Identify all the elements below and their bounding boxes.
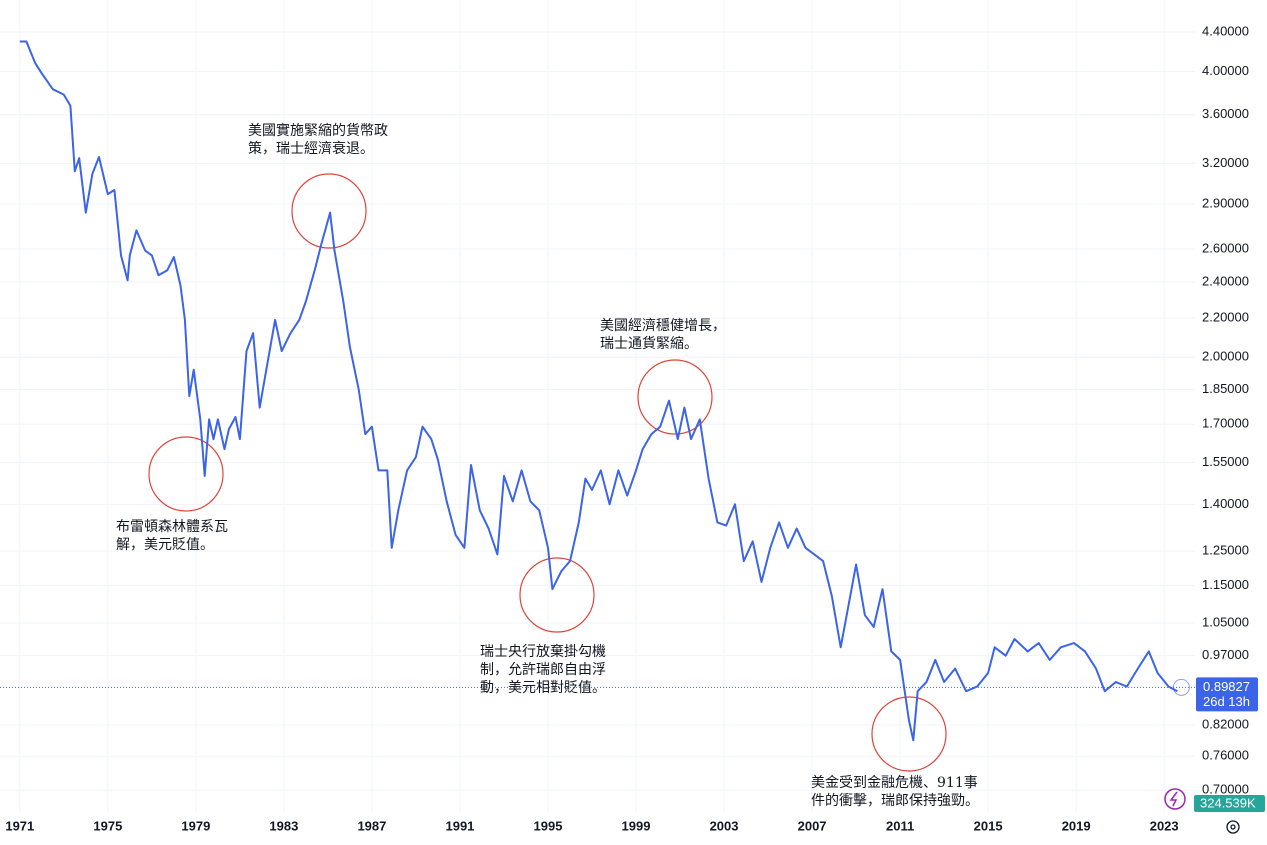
y-tick-label: 1.70000: [1202, 416, 1249, 431]
price-label-box: [1196, 677, 1258, 712]
x-tick-label: 2007: [798, 818, 827, 833]
y-tick-label: 4.00000: [1202, 63, 1249, 78]
y-tick-label: 2.60000: [1202, 240, 1249, 255]
x-tick-label: 1991: [445, 818, 474, 833]
annotation-circle: [519, 557, 595, 633]
x-tick-label: 1975: [93, 818, 122, 833]
y-tick-label: 2.20000: [1202, 309, 1249, 324]
y-tick-label: 3.20000: [1202, 155, 1249, 170]
annotation-text: 瑞士央行放棄掛勾機: [480, 644, 606, 660]
y-tick-label: 1.25000: [1202, 543, 1249, 558]
y-tick-label: 2.40000: [1202, 273, 1249, 288]
annotation-text: 制，允許瑞郎自由浮: [480, 662, 606, 678]
grid: [0, 0, 1195, 812]
y-tick-label: 0.97000: [1202, 647, 1249, 662]
annotation-text: 動，美元相對貶值。: [480, 680, 606, 696]
y-tick-label: 2.00000: [1202, 349, 1249, 364]
y-tick-label: 1.05000: [1202, 614, 1249, 629]
annotation-text: 美金受到金融危機、911事: [811, 775, 978, 791]
y-tick-label: 0.82000: [1202, 716, 1249, 731]
x-tick-label: 1971: [5, 818, 34, 833]
annotation-text: 解，美元貶值。: [116, 537, 214, 553]
volume-label: 324.539K: [1200, 795, 1256, 810]
annotation-text: 瑞士通貨緊縮。: [600, 335, 698, 352]
x-tick-label: 2003: [710, 818, 739, 833]
y-tick-label: 1.40000: [1202, 496, 1249, 511]
annotation-circles: [148, 173, 947, 772]
y-tick-label: 4.40000: [1202, 23, 1249, 38]
x-tick-label: 1979: [181, 818, 210, 833]
x-tick-label: 1983: [269, 818, 298, 833]
y-tick-label: 1.85000: [1202, 381, 1249, 396]
settings-icon[interactable]: [1226, 820, 1240, 834]
x-tick-label: 1999: [622, 818, 651, 833]
annotation-text: 美國實施緊縮的貨幣政: [248, 122, 388, 139]
icon-ring: [1164, 788, 1186, 810]
y-tick-label: 0.70000: [1202, 782, 1249, 797]
annotation-circle: [148, 436, 224, 512]
last-price-dot: [1172, 678, 1190, 696]
x-tick-label: 2011: [886, 818, 914, 833]
price-line: [19, 40, 1178, 742]
x-tick-label: 1995: [534, 818, 563, 833]
annotation-circle: [637, 359, 713, 435]
x-tick-label: 2023: [1150, 818, 1179, 833]
x-tick-label: 1987: [357, 818, 386, 833]
price-label: 0.89827: [1203, 679, 1250, 694]
y-tick-label: 2.90000: [1202, 195, 1249, 210]
annotation-text: 美國經濟穩健增長，: [600, 318, 726, 334]
annotation-circle: [871, 696, 947, 772]
x-tick-label: 2015: [974, 818, 1003, 833]
replay-icon[interactable]: [1164, 788, 1186, 810]
y-tick-label: 1.15000: [1202, 577, 1249, 592]
countdown-label: 26d 13h: [1203, 694, 1250, 709]
annotation-circle: [291, 173, 367, 249]
icon-gear-hub: [1230, 824, 1236, 830]
y-tick-label: 3.60000: [1202, 106, 1249, 121]
y-tick-label: 1.55000: [1202, 454, 1249, 469]
volume-label-box: [1194, 795, 1265, 812]
icon-bolt: [1169, 791, 1178, 807]
icon-gear: [1226, 820, 1240, 834]
annotation-text: 布雷頓森林體系瓦: [116, 519, 228, 535]
x-tick-label: 2019: [1062, 818, 1091, 833]
y-tick-label: 0.76000: [1202, 748, 1249, 763]
annotation-text: 策，瑞士經濟衰退。: [248, 140, 374, 157]
annotation-text: 件的衝擊，瑞郎保持強勁。: [811, 792, 979, 809]
